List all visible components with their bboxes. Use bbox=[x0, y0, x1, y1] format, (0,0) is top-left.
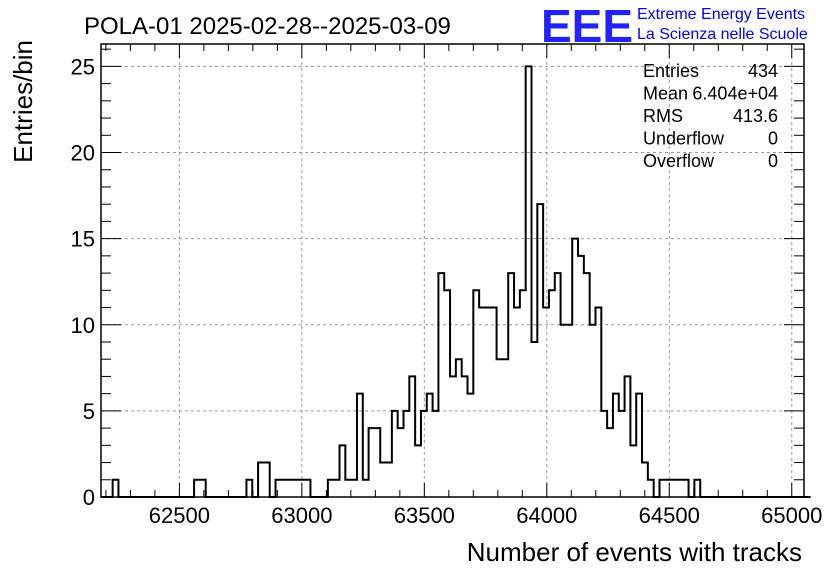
axis-ticks bbox=[101, 44, 804, 498]
x-tick-label: 65000 bbox=[761, 503, 822, 528]
y-tick-label: 15 bbox=[71, 227, 95, 252]
y-axis-label: Entries/bin bbox=[8, 40, 38, 163]
y-tick-label: 0 bbox=[83, 485, 95, 510]
y-tick-label: 5 bbox=[83, 399, 95, 424]
plot-area: 62500 63000 63500 64000 64500 65000 0 5 10 15 20 2… bbox=[71, 43, 823, 528]
y-tick-label: 25 bbox=[71, 54, 95, 79]
y-tick-label: 10 bbox=[71, 313, 95, 338]
eee-logo-line1: Extreme Energy Events bbox=[637, 6, 805, 23]
x-axis-label: Number of events with tracks bbox=[467, 537, 802, 567]
stats-label: Entries bbox=[643, 61, 699, 81]
stats-value: 434 bbox=[748, 61, 778, 81]
x-tick-labels: 62500 63000 63500 64000 64500 65000 bbox=[149, 503, 823, 528]
stats-label: Mean bbox=[643, 84, 688, 104]
stats-value: 413.6 bbox=[733, 106, 778, 126]
y-tick-label: 20 bbox=[71, 141, 95, 166]
x-tick-label: 63500 bbox=[394, 503, 455, 528]
stats-label: RMS bbox=[643, 106, 683, 126]
x-tick-label: 62500 bbox=[149, 503, 210, 528]
stats-value: 6.404e+04 bbox=[692, 84, 778, 104]
stats-value: 0 bbox=[768, 129, 778, 149]
x-tick-label: 64000 bbox=[516, 503, 577, 528]
stats-label: Overflow bbox=[643, 151, 715, 171]
eee-logo-line2: La Scienza nelle Scuole bbox=[637, 26, 808, 43]
chart-title: POLA-01 2025-02-28--2025-03-09 bbox=[84, 13, 451, 40]
eee-logo: EEE Extreme Energy Events La Scienza nel… bbox=[541, 0, 808, 52]
y-tick-labels: 0 5 10 15 20 25 bbox=[71, 54, 95, 510]
plot-frame bbox=[100, 43, 805, 498]
x-tick-label: 63000 bbox=[271, 503, 332, 528]
x-tick-label: 64500 bbox=[639, 503, 700, 528]
stats-label: Underflow bbox=[643, 129, 725, 149]
stats-value: 0 bbox=[768, 151, 778, 171]
stats-box: Entries 434 Mean 6.404e+04 RMS 413.6 Underflow… bbox=[643, 61, 778, 171]
